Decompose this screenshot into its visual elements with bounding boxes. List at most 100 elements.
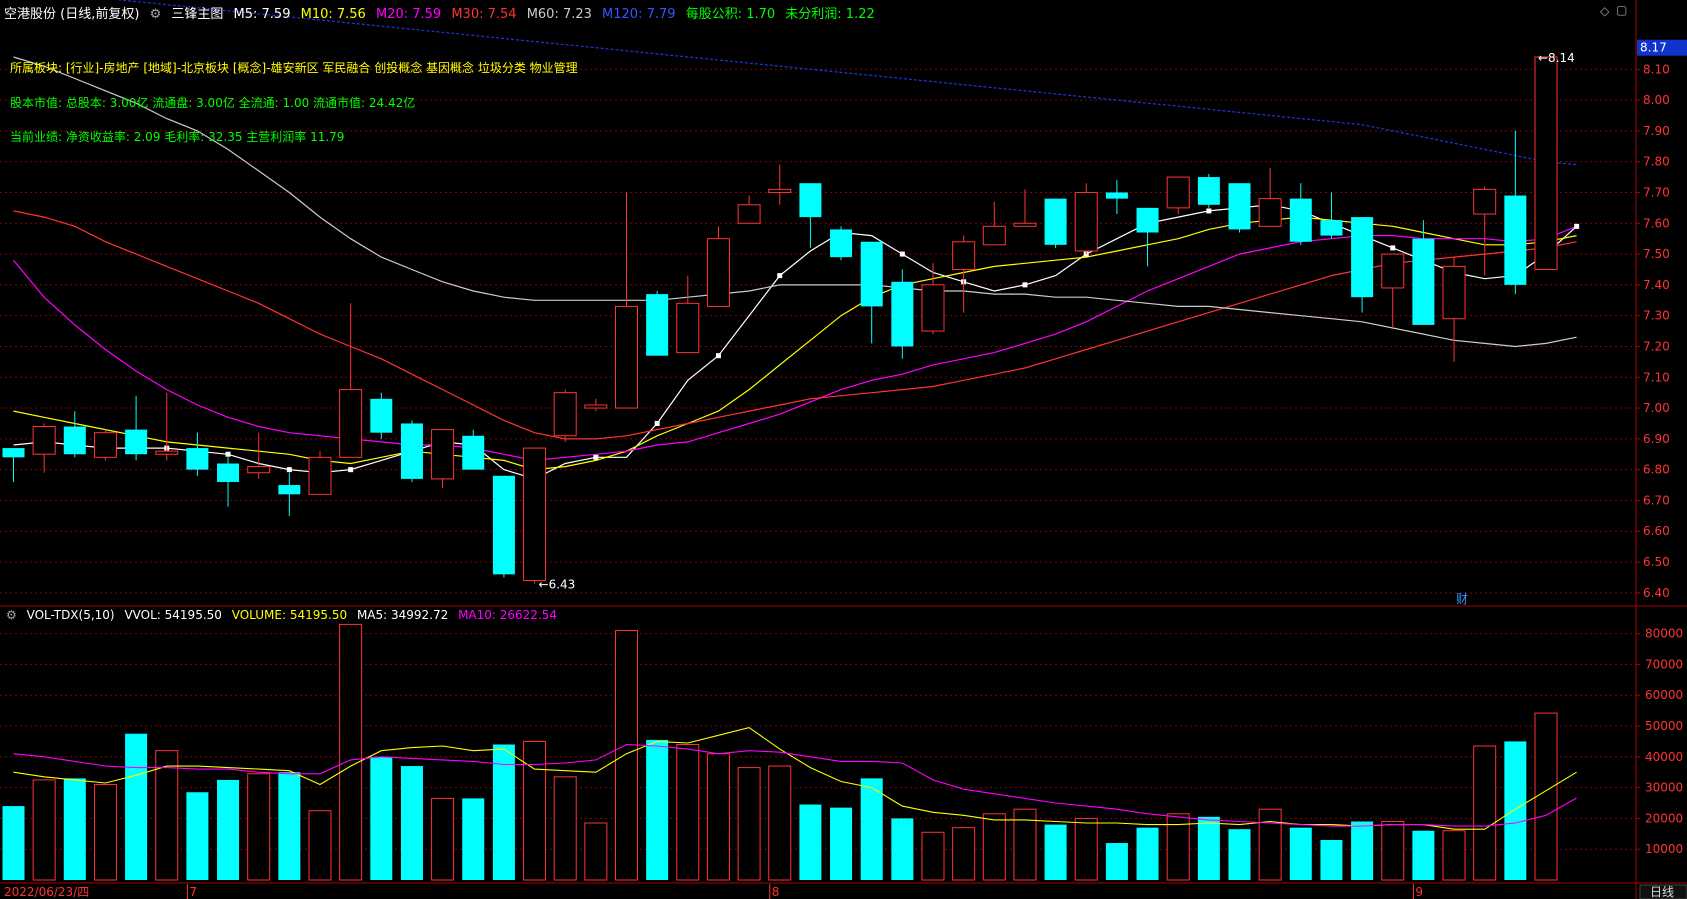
volume-bar-up	[676, 744, 700, 881]
candle-down	[370, 398, 393, 433]
candle-up	[615, 305, 638, 409]
ma-m5: M5: 7.59	[233, 7, 291, 22]
volume-tick-label: 40000	[1645, 750, 1683, 764]
month-label-9: 9	[1415, 885, 1423, 899]
ma-line-m30	[13, 210, 1577, 440]
ma-line-m120	[115, 0, 1577, 166]
candle-up	[982, 225, 1006, 246]
volume-bar-down	[217, 779, 240, 880]
candle-down	[860, 241, 883, 307]
ma5-marker	[1574, 223, 1580, 229]
ma5-marker	[777, 273, 783, 279]
volume-bar-up	[1381, 820, 1405, 881]
gear-icon[interactable]: ⚙	[149, 7, 162, 22]
ma-m120: M120: 7.79	[602, 7, 676, 22]
ma5-marker	[1022, 282, 1028, 288]
candle-up	[93, 432, 117, 458]
financial-report-marker: 财	[1456, 592, 1468, 606]
candle-up	[768, 188, 792, 193]
volume-bar-up	[1473, 745, 1497, 881]
ma-m60: M60: 7.23	[526, 7, 592, 22]
candle-down	[186, 448, 209, 470]
price-tag-label: 8.17	[1640, 41, 1667, 55]
candle-up	[1258, 198, 1282, 227]
price-tick-label: 7.40	[1643, 278, 1670, 292]
ma5-marker	[286, 467, 292, 473]
volume-bar-down	[1289, 827, 1312, 880]
volume-bar-down	[125, 733, 148, 880]
volume-bar-down	[1044, 824, 1067, 880]
volume-bar-up	[1166, 813, 1190, 881]
volume-tick-label: 10000	[1645, 842, 1683, 856]
volume-ma-line-ma10	[13, 743, 1577, 827]
eps-reserve: 每股公积: 1.70	[685, 7, 776, 22]
volume-bar-down	[830, 807, 853, 880]
volume-tick-label: 30000	[1645, 781, 1683, 795]
candle-down	[830, 229, 853, 258]
volume-bar-up	[615, 630, 638, 881]
candle-up	[431, 429, 455, 480]
volume-bar-up	[32, 779, 56, 881]
indicator-name[interactable]: 三锋主图	[171, 7, 224, 22]
candle-up	[247, 466, 271, 474]
candle-down	[400, 423, 423, 479]
volume-bar-up	[768, 765, 792, 881]
price-tick-label: 6.40	[1643, 586, 1670, 600]
volume-bar-down	[63, 778, 86, 880]
volume-bar-down	[2, 806, 25, 880]
volume-bar-down	[278, 772, 301, 880]
volume-bar-up	[584, 822, 608, 881]
volume-bar-down	[1320, 839, 1343, 880]
candle-down	[217, 463, 240, 482]
ma-m30: M30: 7.54	[451, 7, 517, 22]
stock-title[interactable]: 空港股份 (日线,前复权)	[4, 7, 140, 22]
volume-bar-down	[799, 804, 822, 880]
candle-down	[799, 183, 822, 218]
volume-gear-icon[interactable]: ⚙	[6, 608, 17, 622]
volume-bar-up	[921, 831, 945, 881]
volume-bar-down	[1136, 827, 1159, 880]
diamond-icon[interactable]: ◇	[1600, 4, 1610, 18]
candle-down	[1105, 192, 1128, 199]
candle-up	[676, 302, 700, 354]
chart-header: 空港股份 (日线,前复权) ⚙ 三锋主图 M5: 7.59 M10: 7.56 …	[4, 3, 881, 22]
ma-m10: M10: 7.56	[300, 7, 366, 22]
month-label-7: 7	[189, 885, 197, 899]
volume-bar-down	[370, 756, 393, 880]
price-tick-label: 6.60	[1643, 524, 1670, 538]
candle-up	[1442, 265, 1466, 320]
volume-bar-up	[93, 784, 117, 881]
candle-down	[1351, 217, 1374, 298]
price-tick-label: 8.00	[1643, 93, 1670, 107]
candle-up	[706, 238, 730, 307]
volume-bar-down	[860, 778, 883, 880]
volume-tick-label: 20000	[1645, 811, 1683, 825]
volume-bar-up	[1074, 817, 1098, 881]
ma-m20: M20: 7.59	[375, 7, 442, 22]
volume-bar-up	[737, 767, 761, 881]
window-icon[interactable]: ▢	[1616, 3, 1628, 17]
volume-bar-down	[1105, 843, 1128, 880]
volume-bar-down	[1197, 816, 1220, 880]
candle-up	[32, 426, 56, 455]
price-tick-label: 8.10	[1643, 62, 1670, 76]
candle-up	[1166, 176, 1190, 209]
volume-bar-up	[952, 827, 976, 881]
ma5-marker	[899, 251, 905, 257]
vol-ma5-value: MA5: 34992.72	[356, 608, 449, 622]
vol-indicator-name[interactable]: VOL-TDX(5,10)	[26, 608, 115, 622]
volume-value: VOLUME: 54195.50	[231, 608, 348, 622]
price-tick-label: 6.80	[1643, 463, 1670, 477]
candle-down	[462, 435, 485, 470]
ma5-marker	[654, 420, 660, 426]
price-tick-label: 7.30	[1643, 309, 1670, 323]
volume-bar-up	[339, 623, 363, 881]
price-tick-label: 7.70	[1643, 185, 1670, 199]
candle-up	[584, 404, 608, 409]
candle-down	[1412, 238, 1435, 325]
volume-header: ⚙ VOL-TDX(5,10) VVOL: 54195.50 VOLUME: 5…	[6, 608, 563, 622]
price-tick-label: 6.70	[1643, 493, 1670, 507]
ma5-marker	[225, 451, 231, 457]
candle-down	[891, 281, 914, 347]
